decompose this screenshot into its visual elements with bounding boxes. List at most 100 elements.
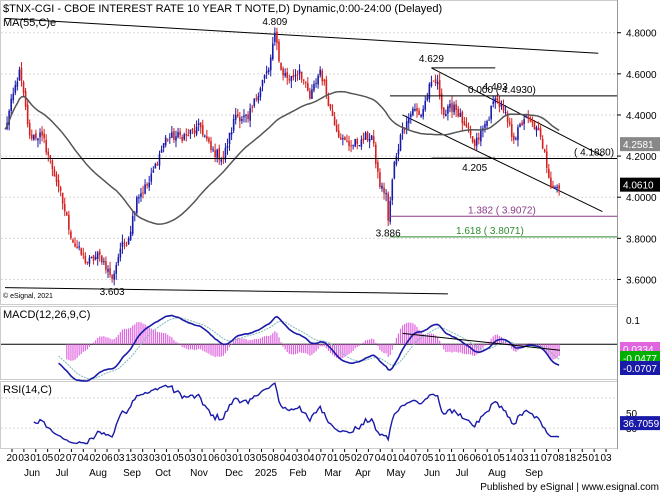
candle [504, 105, 507, 117]
candle [197, 118, 200, 132]
chart-title: $TNX-CGI - CBOE INTEREST RATE 10 YEAR T … [3, 3, 442, 15]
x-month-label: Aug [488, 468, 506, 479]
candle [313, 80, 315, 93]
candle [288, 74, 291, 84]
x-day-label: 05 [339, 453, 351, 464]
candle [181, 134, 183, 144]
candle [395, 153, 398, 167]
candle [541, 135, 544, 150]
candle [300, 71, 303, 83]
price-annotation: 4.205 [462, 163, 487, 174]
candle [385, 189, 387, 202]
candle [140, 187, 142, 202]
candle [309, 87, 311, 100]
candle [284, 68, 286, 78]
candle [127, 236, 130, 245]
candle [68, 210, 70, 235]
x-day-label: 07 [410, 453, 422, 464]
candle [94, 251, 97, 261]
candle [86, 261, 89, 265]
candle [210, 136, 212, 153]
candle [185, 128, 188, 142]
x-day-label: 01 [197, 453, 209, 464]
candle [28, 119, 31, 140]
candle [160, 145, 163, 153]
candle [119, 242, 122, 262]
candle [513, 132, 515, 144]
candle [175, 130, 177, 148]
price-annotation: 3.886 [376, 229, 401, 240]
candle [257, 92, 260, 104]
x-day-label: 25 [577, 453, 589, 464]
candle [26, 99, 29, 128]
candle [358, 144, 361, 147]
candle [529, 115, 532, 123]
candle [183, 132, 186, 141]
candle [63, 197, 66, 217]
candle [531, 116, 534, 128]
x-day-label: 01 [232, 453, 244, 464]
macd-signal-line [58, 317, 560, 380]
x-month-label: Oct [155, 468, 171, 479]
candle [49, 155, 52, 164]
candle [420, 113, 422, 118]
x-day-label: 03 [600, 453, 612, 464]
x-day-label: 14 [505, 453, 517, 464]
candle [90, 256, 93, 259]
candle [356, 137, 359, 150]
candle [329, 103, 332, 111]
candle [138, 194, 140, 204]
x-month-label: Jun [424, 468, 440, 479]
price-annotation: 4.629 [419, 54, 444, 65]
candle [455, 99, 457, 117]
candle [379, 168, 381, 189]
candle [387, 191, 389, 227]
x-day-label: 03 [149, 453, 161, 464]
candle [142, 185, 144, 199]
candle [76, 240, 78, 249]
candle [251, 104, 253, 113]
candle [539, 125, 542, 140]
x-day-label: 05 [256, 453, 268, 464]
candle [276, 27, 278, 51]
candle [45, 134, 47, 155]
candle [414, 103, 416, 112]
candle [527, 110, 530, 124]
candle [298, 64, 301, 81]
x-day-label: 07 [541, 453, 553, 464]
candle [206, 129, 208, 142]
candle [383, 182, 385, 200]
fib-level: ( 4.1880) [1, 148, 617, 160]
x-day-label: 06 [208, 453, 220, 464]
y-tick-label: 4.2000 [626, 152, 657, 163]
candle [30, 129, 33, 141]
candlestick-series [6, 27, 560, 286]
x-month-label: Jul [456, 468, 469, 479]
x-day-label: 20 [6, 453, 18, 464]
candle [187, 128, 190, 137]
candle [148, 175, 150, 192]
candle [236, 108, 239, 118]
trendline [4, 287, 448, 295]
x-day-label: 01 [482, 453, 494, 464]
candle [282, 66, 284, 81]
x-day-label: 08 [268, 453, 280, 464]
candle [537, 121, 540, 131]
candle [117, 253, 120, 266]
y-tick-label: 3.6000 [626, 275, 657, 286]
candle [179, 128, 181, 139]
candle [177, 127, 179, 139]
candle [230, 127, 233, 141]
candle [88, 255, 91, 267]
candle [447, 104, 449, 121]
copyright-text: © eSignal, 2021 [3, 292, 53, 300]
candle [61, 192, 64, 210]
candle [208, 136, 210, 144]
candle [484, 120, 486, 133]
macd-trendline [402, 332, 561, 351]
candle [286, 67, 289, 85]
candle [331, 104, 334, 117]
candle [434, 74, 437, 87]
candle [393, 160, 396, 180]
